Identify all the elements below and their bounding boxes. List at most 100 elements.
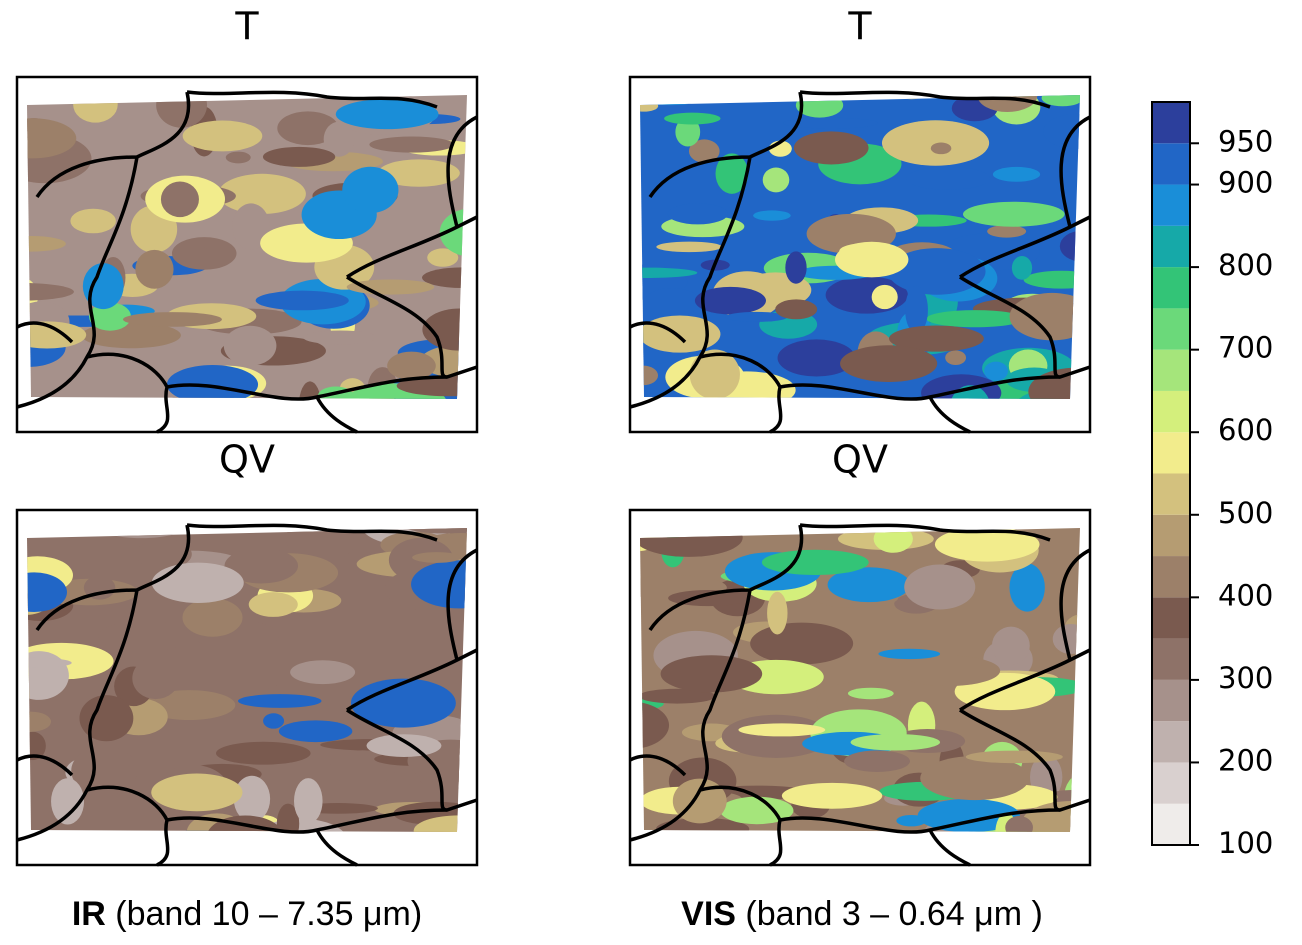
map-patch — [1023, 270, 1080, 289]
map-patch — [926, 310, 1024, 328]
colorbar-tick-label: 100 — [1218, 826, 1273, 860]
country-border — [16, 524, 191, 842]
map-patch — [965, 750, 1063, 764]
map-patch — [643, 287, 701, 317]
map-patch — [27, 731, 46, 761]
panel-title: QV — [832, 438, 888, 482]
map-patch — [71, 746, 138, 796]
map-patch — [782, 117, 878, 129]
map-patch — [27, 235, 66, 252]
map-patch — [51, 778, 85, 825]
country-border — [346, 648, 478, 812]
map-patch — [781, 782, 883, 809]
map — [27, 528, 467, 832]
map-frame — [628, 508, 1092, 867]
map-patch — [640, 701, 670, 750]
map-patch — [413, 815, 467, 832]
map-patch — [791, 840, 884, 852]
borders — [629, 90, 1091, 434]
map-patch — [640, 528, 743, 557]
map-frame — [628, 75, 1092, 434]
map — [640, 528, 1080, 873]
map-patch — [896, 814, 927, 827]
map-patch — [1009, 292, 1080, 341]
colorbar-tick-label: 500 — [1218, 496, 1273, 530]
colorbar-segment — [1152, 679, 1190, 722]
colorbar-tick-label: 600 — [1218, 413, 1273, 447]
colorbar-tick-label: 700 — [1218, 331, 1273, 365]
country-border — [799, 523, 1091, 661]
map-patch — [0, 72, 48, 86]
map-patch — [640, 688, 716, 704]
map-patch — [664, 112, 721, 125]
colorbar-segment — [1152, 556, 1190, 598]
map-patch — [302, 625, 400, 637]
map-patch — [873, 528, 913, 553]
map-patch — [738, 723, 826, 737]
map-patch — [215, 741, 311, 765]
map-patch — [82, 263, 124, 310]
map-patch — [675, 117, 701, 147]
map-patch — [767, 591, 788, 635]
map-patch — [888, 248, 986, 295]
map-patch — [422, 267, 467, 289]
map-patch — [166, 364, 259, 399]
map-patch — [667, 203, 728, 225]
map-patch — [750, 622, 854, 665]
map-patch — [255, 290, 349, 311]
panel-title: QV — [219, 438, 275, 482]
colorbar-tick-label: 950 — [1218, 124, 1273, 158]
map-patch — [89, 302, 131, 331]
map-patch — [949, 385, 991, 399]
map-patch — [874, 409, 922, 420]
map-patch — [427, 248, 459, 267]
map-patch — [346, 279, 435, 295]
map-patch — [640, 365, 659, 386]
map-patch — [945, 350, 967, 366]
map-patch — [233, 775, 271, 823]
caption: VIS (band 3 – 0.64 μm ) — [681, 895, 1043, 933]
colorbar-segment — [1152, 308, 1190, 350]
map-patch — [369, 136, 455, 153]
map-patch — [1028, 367, 1080, 399]
map-patch — [793, 131, 869, 165]
map-patch — [70, 208, 116, 234]
map-patch — [640, 267, 698, 279]
caption: IR (band 10 – 7.35 μm) — [72, 895, 422, 933]
colorbar-segment — [1152, 225, 1190, 268]
map-patch — [1009, 563, 1045, 612]
country-border — [186, 90, 478, 228]
map-patch — [896, 655, 1001, 687]
map-patch — [135, 249, 174, 289]
map-patch — [753, 210, 791, 221]
country-border — [629, 754, 971, 867]
map-patch — [299, 381, 321, 399]
map-patch — [826, 836, 868, 864]
country-border — [959, 215, 1091, 379]
map-patch — [342, 166, 399, 214]
map-patch — [179, 246, 211, 259]
map-patch — [878, 648, 941, 660]
map-patch — [905, 285, 928, 334]
map-patch — [1059, 230, 1080, 262]
map-patch — [277, 111, 339, 146]
map-patch — [83, 528, 140, 536]
map-patch — [781, 68, 837, 95]
map-patch — [206, 815, 285, 832]
map-patch — [278, 720, 353, 743]
map-patch — [658, 853, 743, 873]
map-patch — [920, 756, 1030, 801]
map-patch — [441, 409, 466, 422]
map-patch — [98, 620, 192, 652]
map-patch — [827, 567, 911, 603]
map-patch — [777, 339, 856, 377]
map-patch — [151, 562, 244, 604]
map-patch — [904, 564, 976, 610]
map-patch — [991, 626, 1030, 665]
map-patch — [27, 711, 52, 732]
map-patch — [694, 286, 766, 315]
map — [0, 72, 467, 422]
map-patch — [350, 678, 456, 728]
country-border — [16, 754, 358, 867]
